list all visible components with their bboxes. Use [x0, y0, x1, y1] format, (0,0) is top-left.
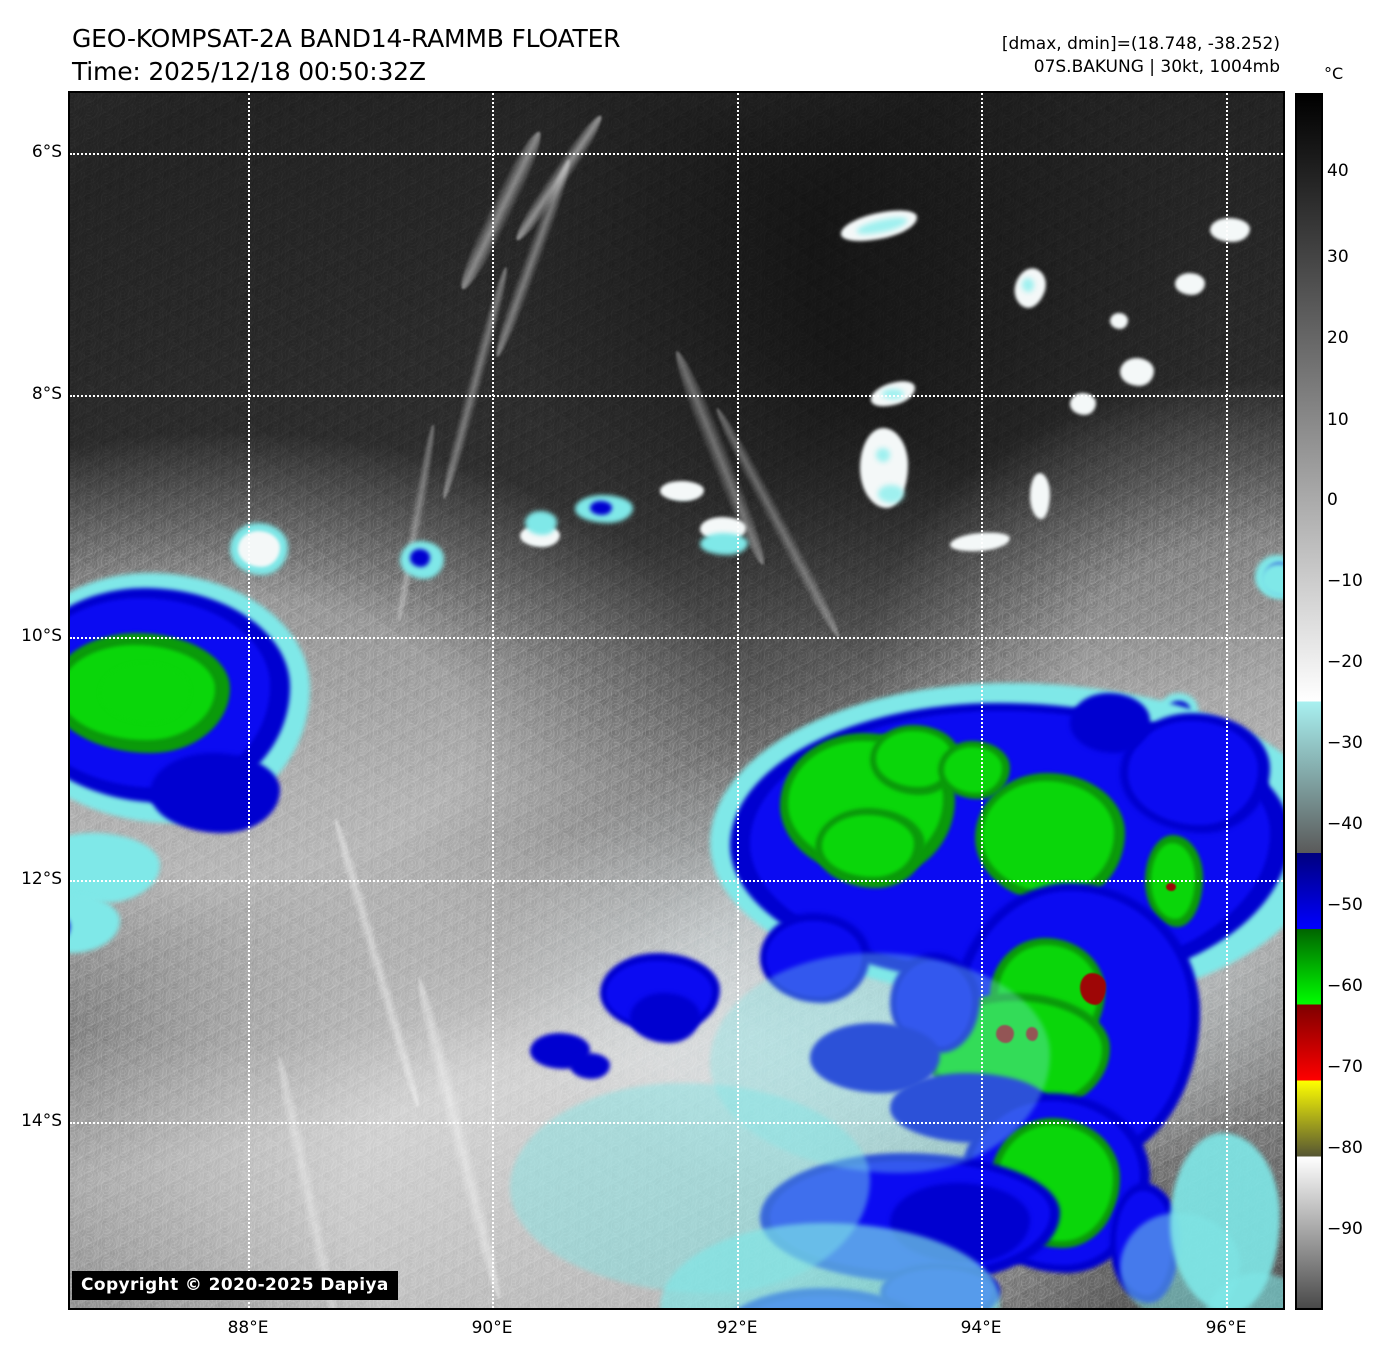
colorbar-unit-label: °C [1324, 64, 1344, 83]
cbtick-10: 10 [1327, 410, 1349, 430]
cbtick-m90: −90 [1327, 1219, 1363, 1239]
page-title: GEO-KOMPSAT-2A BAND14-RAMMB FLOATER [72, 24, 621, 53]
ytick-14s-label: 14°S [21, 1111, 62, 1131]
cbtick-m70: −70 [1327, 1057, 1363, 1077]
title-block: GEO-KOMPSAT-2A BAND14-RAMMB FLOATER Time… [72, 22, 621, 88]
ytick-12s-label: 12°S [21, 869, 62, 889]
cbtick-m60: −60 [1327, 976, 1363, 996]
temperature-colorbar[interactable] [1297, 95, 1321, 1308]
cbtick-m40: −40 [1327, 814, 1363, 834]
cbtick-m30: −30 [1327, 733, 1363, 753]
xtick-90e: 90°E [471, 1318, 513, 1338]
timestamp: Time: 2025/12/18 00:50:32Z [72, 57, 426, 86]
xtick-94e: 94°E [960, 1318, 1002, 1338]
satellite-image-plot[interactable]: Copyright © 2020-2025 Dapiya [70, 93, 1283, 1308]
data-minmax-label: [dmax, dmin]=(18.748, -38.252) [1001, 34, 1280, 54]
cbtick-m80: −80 [1327, 1138, 1363, 1158]
cbtick-m20: −20 [1327, 652, 1363, 672]
cbtick-40: 40 [1327, 161, 1349, 181]
storm-info-label: 07S.BAKUNG | 30kt, 1004mb [1033, 57, 1280, 77]
xtick-92e: 92°E [716, 1318, 758, 1338]
metadata-block: [dmax, dmin]=(18.748, -38.252) 07S.BAKUN… [1002, 33, 1280, 79]
copyright-watermark: Copyright © 2020-2025 Dapiya [72, 1271, 398, 1300]
southern-blue-band [70, 93, 1283, 1308]
xtick-96e: 96°E [1205, 1318, 1247, 1338]
ytick-8s-label: 8°S [31, 384, 62, 404]
xtick-88e: 88°E [227, 1318, 269, 1338]
ytick-10s-label: 10°S [21, 626, 62, 646]
cbtick-30: 30 [1327, 247, 1349, 267]
western-cold-cluster [70, 93, 1283, 1308]
cbtick-m50: −50 [1327, 895, 1363, 915]
cbtick-m10: −10 [1327, 571, 1363, 591]
cbtick-0: 0 [1327, 490, 1338, 510]
ytick-6s-label: 6°S [31, 142, 62, 162]
cbtick-20: 20 [1327, 328, 1349, 348]
midfield-cells-group [70, 93, 1283, 1308]
